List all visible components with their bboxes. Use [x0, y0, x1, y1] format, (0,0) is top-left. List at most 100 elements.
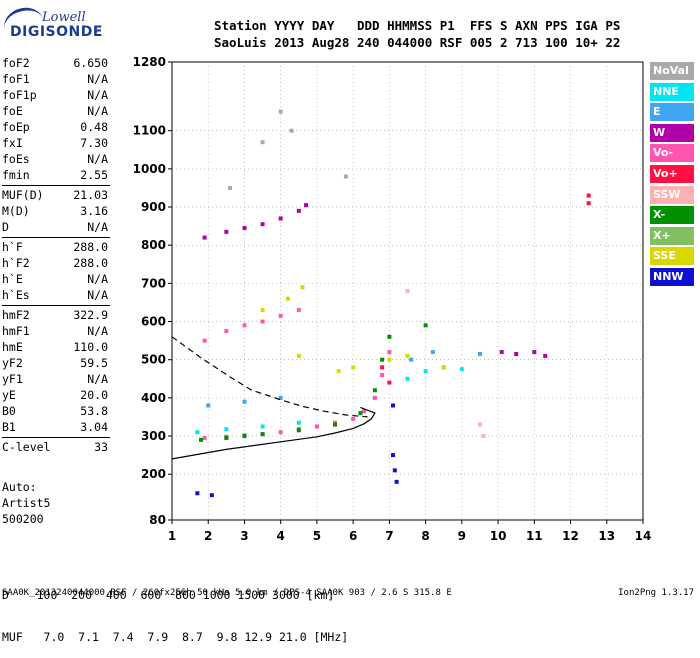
param-name: yF1 [2, 372, 23, 386]
data-point-nnw [392, 468, 397, 473]
param-value: N/A [87, 272, 108, 286]
x-tick-label: 11 [526, 529, 543, 543]
param-name: hmF1 [2, 324, 30, 338]
auto-version: 500200 [2, 512, 44, 526]
data-point-noval [343, 174, 348, 179]
muf-value-row: MUF 7.0 7.1 7.4 7.9 8.7 9.8 12.9 21.0 [M… [2, 630, 349, 644]
param-name: M(D) [2, 204, 30, 218]
param-name: hmF2 [2, 308, 30, 322]
param-row: foF1 N/A [2, 72, 108, 88]
data-point-x- [224, 435, 229, 440]
param-name: h`Es [2, 288, 30, 302]
y-tick-label: 900 [141, 200, 166, 214]
data-point-w [499, 350, 504, 355]
y-tick-label: 700 [141, 276, 166, 290]
data-point-nne [405, 376, 410, 381]
y-tick-label: 800 [141, 238, 166, 252]
data-point-vo- [202, 435, 207, 440]
legend-item-x-: X+ [650, 226, 694, 245]
data-point-x- [423, 323, 428, 328]
data-point-noval [289, 128, 294, 133]
param-row: hmF1 N/A [2, 324, 108, 340]
param-separator [2, 185, 110, 186]
data-point-sse [296, 353, 301, 358]
data-point-nnw [391, 403, 396, 408]
param-row: hmF2 322.9 [2, 308, 108, 324]
x-tick-label: 14 [635, 529, 652, 543]
param-name: foF2 [2, 56, 30, 70]
param-value: 0.48 [80, 120, 108, 134]
data-point-vo- [260, 319, 265, 324]
data-point-vo- [586, 201, 591, 206]
y-tick-label: 300 [141, 429, 166, 443]
data-point-sse [300, 285, 305, 290]
param-name: B1 [2, 420, 16, 434]
data-point-vo- [387, 380, 392, 385]
param-row: MUF(D) 21.03 [2, 188, 108, 204]
param-value: 6.650 [73, 56, 108, 70]
param-name: foF1 [2, 72, 30, 86]
param-name: foEp [2, 120, 30, 134]
param-value: 288.0 [73, 256, 108, 270]
data-point-w [278, 216, 283, 221]
y-tick-label: 1100 [133, 124, 166, 138]
data-point-e [477, 351, 482, 356]
x-tick-label: 5 [313, 529, 321, 543]
data-point-x- [198, 437, 203, 442]
param-value: N/A [87, 72, 108, 86]
data-point-sse [336, 369, 341, 374]
data-point-nne [224, 427, 229, 432]
param-row: foF2 6.650 [2, 56, 108, 72]
header-values: SaoLuis 2013 Aug28 240 044000 RSF 005 2 … [214, 35, 621, 50]
legend-item-nne: NNE [650, 82, 694, 101]
param-separator [2, 437, 110, 438]
ionogram-chart: 1 2 3 4 5 6 7 8 9 10 11 12 13 14802003004005006007008… [133, 55, 652, 543]
x-tick-label: 7 [385, 529, 393, 543]
data-point-vo- [242, 323, 247, 328]
data-point-nnw [195, 491, 200, 496]
data-point-x- [380, 357, 385, 362]
data-point-w [260, 222, 265, 227]
param-value: 20.0 [80, 388, 108, 402]
data-point-noval [227, 185, 232, 190]
param-value: 3.16 [80, 204, 108, 218]
data-point-x- [333, 422, 338, 427]
data-point-nne [296, 420, 301, 425]
legend-item-vo-: Vo- [650, 144, 694, 163]
param-row: B1 3.04 [2, 420, 108, 436]
param-name: hmE [2, 340, 23, 354]
data-point-sse [387, 357, 392, 362]
auto-program: Artist5 [2, 496, 51, 510]
param-value: 322.9 [73, 308, 108, 322]
y-tick-label: 400 [141, 391, 166, 405]
param-name: foE [2, 104, 23, 118]
auto-label: Auto: [2, 480, 37, 494]
param-row: foEs N/A [2, 152, 108, 168]
param-value: 21.03 [73, 188, 108, 202]
data-point-x- [296, 428, 301, 433]
data-point-w [296, 208, 301, 213]
data-point-x- [387, 334, 392, 339]
data-point-vo- [351, 416, 356, 421]
data-point-nne [195, 430, 200, 435]
data-point-ssw [481, 434, 486, 439]
param-name: C-level [2, 440, 51, 454]
data-point-sse [441, 365, 446, 370]
data-point-nne [260, 424, 265, 429]
param-row: h`F2 288.0 [2, 256, 108, 272]
param-row: foF1p N/A [2, 88, 108, 104]
x-tick-label: 3 [240, 529, 248, 543]
param-value: N/A [87, 104, 108, 118]
param-value: 3.04 [80, 420, 108, 434]
data-point-ssw [477, 422, 482, 427]
file-info-footer: SAA0K_2013240044000.RSF / 260fx256h 50 k… [2, 588, 452, 598]
param-row: foE N/A [2, 104, 108, 120]
param-value: 288.0 [73, 240, 108, 254]
param-value: 33 [94, 440, 108, 454]
data-point-e [278, 395, 283, 400]
lowell-digisonde-logo: Lowell DIGISONDE [0, 3, 112, 46]
param-row: h`E N/A [2, 272, 108, 288]
param-row: fxI 7.30 [2, 136, 108, 152]
param-name: MUF(D) [2, 188, 44, 202]
param-row: hmE 110.0 [2, 340, 108, 356]
